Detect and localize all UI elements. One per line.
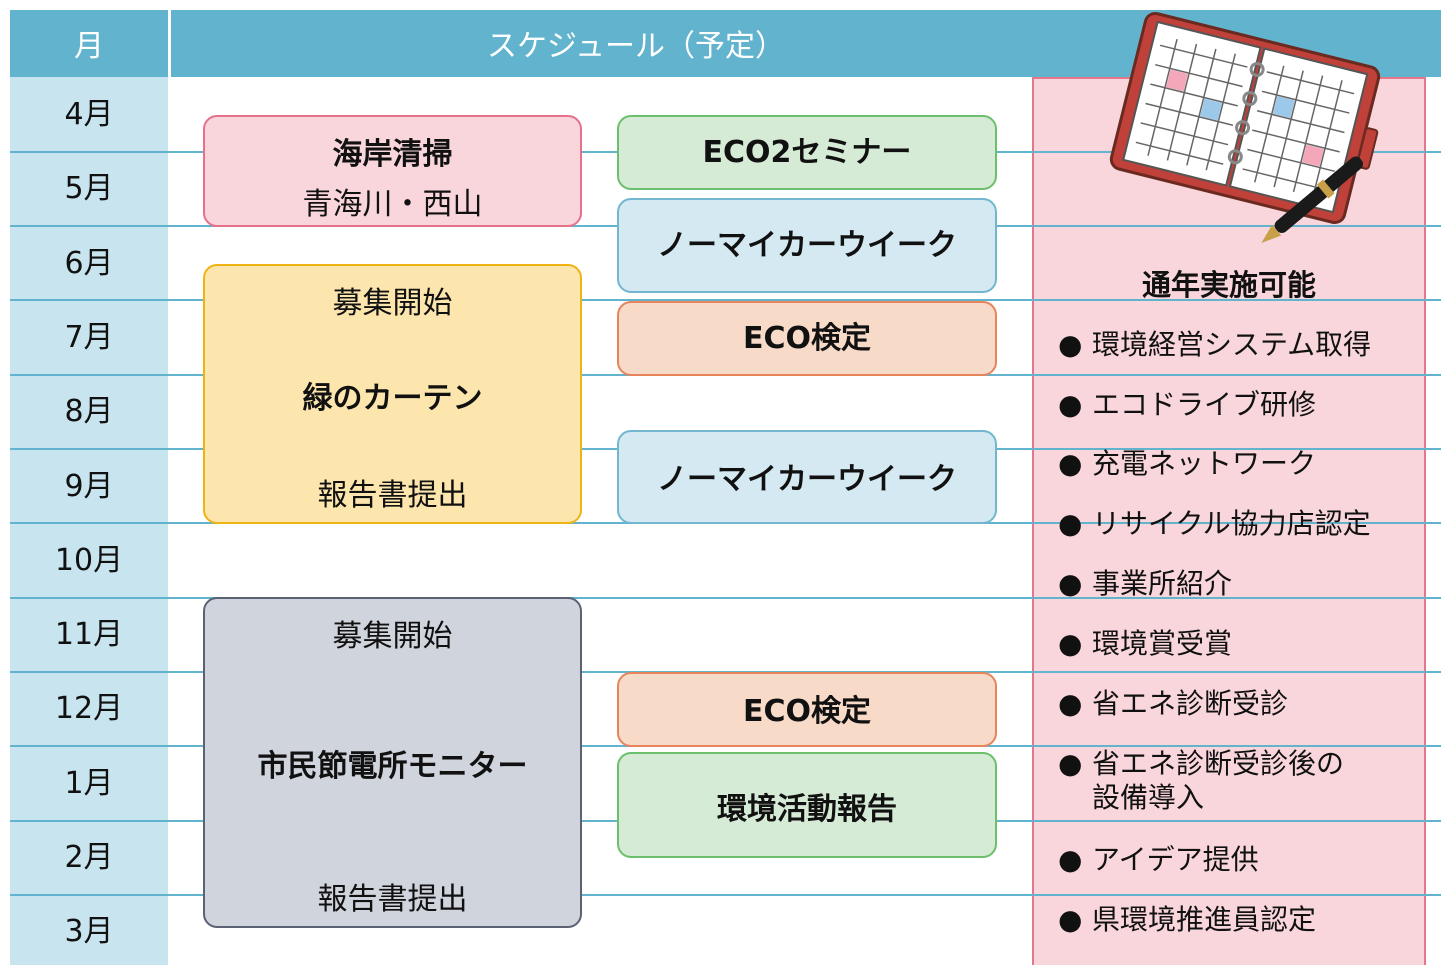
event-title: ノーマイカーウイーク bbox=[657, 462, 957, 497]
month-label: 12月 bbox=[54, 691, 124, 727]
month-label: 6月 bbox=[64, 245, 114, 281]
month-label: 11月 bbox=[54, 617, 124, 653]
event-bottom: 報告書提出 bbox=[317, 478, 468, 513]
month-label: 1月 bbox=[64, 765, 114, 801]
item-text: 県環境推進員認定 bbox=[1092, 903, 1317, 936]
month-label: 9月 bbox=[64, 468, 114, 504]
month-label: 3月 bbox=[64, 914, 114, 950]
month-label: 2月 bbox=[64, 840, 114, 875]
item-text: 省エネ診断受診後の 設備導入 bbox=[1092, 747, 1345, 814]
event-bottom: 報告書提出 bbox=[317, 882, 468, 917]
item-text: リサイクル協力店認定 bbox=[1092, 507, 1371, 540]
event-title: ノーマイカーウイーク bbox=[657, 228, 957, 263]
event-box: 募集開始 緑のカーテン 報告書提出 bbox=[203, 264, 582, 524]
event-box: ノーマイカーウイーク bbox=[617, 430, 997, 524]
event-title: 海岸清掃 bbox=[332, 137, 453, 172]
item-text: 事業所紹介 bbox=[1092, 567, 1233, 600]
item-text: 省エネ診断受診 bbox=[1092, 687, 1289, 720]
event-title: 環境活動報告 bbox=[717, 792, 897, 827]
year-round-item: アイデア提供 bbox=[1058, 843, 1259, 877]
item-text: アイデア提供 bbox=[1092, 843, 1259, 876]
item-text: 環境経営システム取得 bbox=[1092, 328, 1372, 361]
event-box: ECO検定 bbox=[617, 672, 997, 747]
month-label: 4月 bbox=[64, 97, 114, 132]
header-divider bbox=[168, 10, 171, 77]
event-title: 緑のカーテン bbox=[302, 381, 483, 416]
header-month: 月 bbox=[74, 29, 104, 64]
month-label: 7月 bbox=[64, 319, 114, 355]
notebook-illustration bbox=[1109, 11, 1381, 243]
event-title: ECO検定 bbox=[742, 694, 871, 729]
event-subtitle: 青海川・西山 bbox=[302, 187, 483, 222]
event-box: 募集開始 市民節電所モニター 報告書提出 bbox=[203, 597, 582, 928]
year-round-item: 県環境推進員認定 bbox=[1058, 903, 1316, 937]
year-round-item: リサイクル協力店認定 bbox=[1058, 507, 1371, 541]
year-round-item: 環境経営システム取得 bbox=[1058, 328, 1371, 362]
event-top: 募集開始 bbox=[332, 286, 453, 321]
year-round-item: 充電ネットワーク bbox=[1058, 447, 1316, 481]
item-text: 充電ネットワーク bbox=[1092, 447, 1317, 480]
event-box: 海岸清掃 青海川・西山 bbox=[203, 115, 582, 227]
month-label: 10月 bbox=[54, 542, 124, 578]
event-title: 市民節電所モニター bbox=[257, 749, 528, 784]
event-box: 環境活動報告 bbox=[617, 752, 997, 858]
event-top: 募集開始 bbox=[332, 619, 453, 654]
month-label: 8月 bbox=[64, 394, 114, 430]
year-round-item: 環境賞受賞 bbox=[1058, 627, 1232, 661]
year-round-item: 省エネ診断受診 bbox=[1058, 687, 1288, 721]
event-box: ECO検定 bbox=[617, 301, 997, 376]
header-schedule: スケジュール（予定） bbox=[171, 29, 1441, 65]
year-round-item: 事業所紹介 bbox=[1058, 567, 1232, 601]
item-text: 環境賞受賞 bbox=[1092, 627, 1233, 660]
event-title: ECO2セミナー bbox=[702, 135, 912, 170]
item-text: エコドライブ研修 bbox=[1092, 388, 1317, 421]
month-label: 5月 bbox=[64, 171, 114, 207]
year-round-item: エコドライブ研修 bbox=[1058, 388, 1316, 422]
event-box: ECO2セミナー bbox=[617, 115, 997, 190]
header-schedule-text: スケジュール（予定） bbox=[487, 29, 785, 64]
year-round-item: 省エネ診断受診後の 設備導入 bbox=[1058, 747, 1344, 815]
year-round-title: 通年実施可能 bbox=[1141, 268, 1316, 302]
event-title: ECO検定 bbox=[742, 321, 871, 356]
event-box: ノーマイカーウイーク bbox=[617, 198, 997, 293]
